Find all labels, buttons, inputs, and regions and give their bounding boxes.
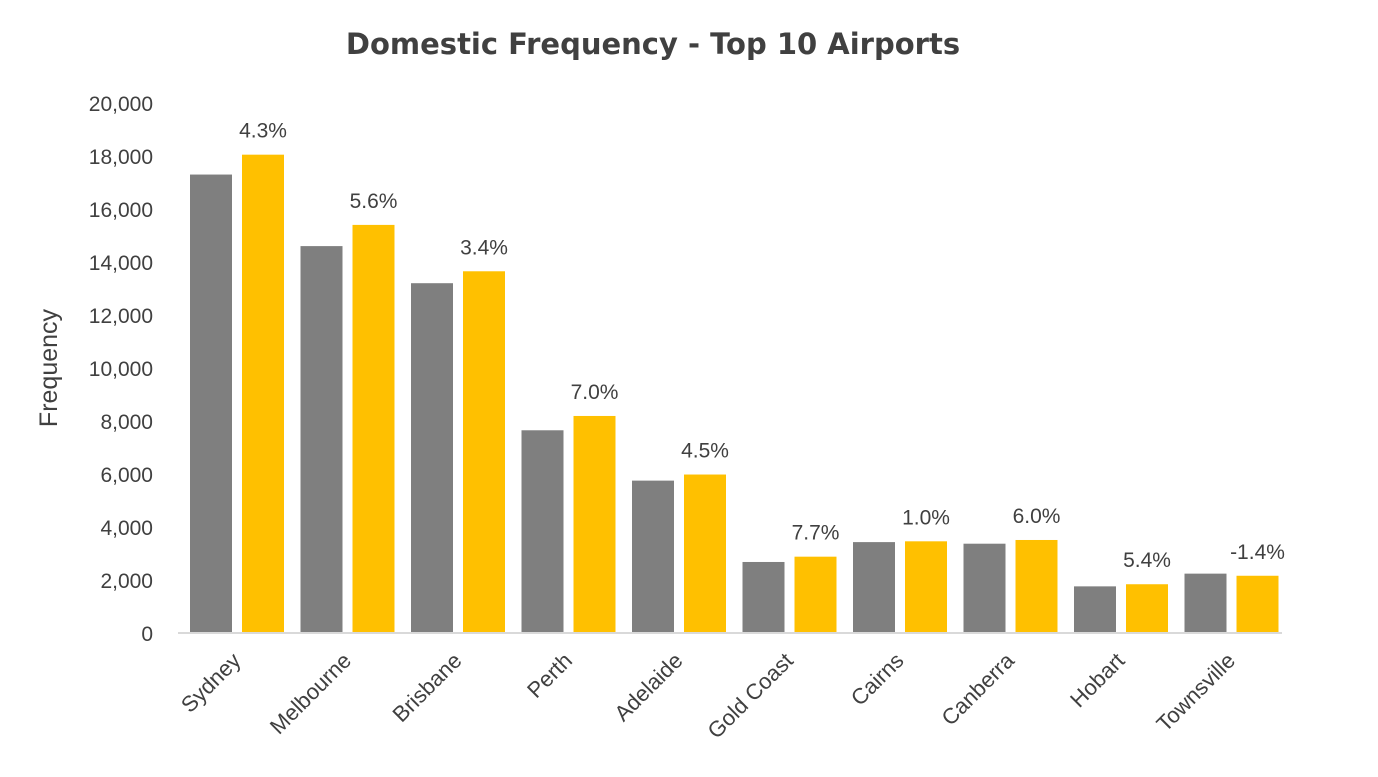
bar-previous [853,542,895,633]
x-tick-label: Adelaide [609,648,687,726]
percent-change-label: 3.4% [460,236,508,259]
y-tick-label: 10,000 [89,358,153,381]
x-tick-label: Brisbane [387,648,466,727]
y-tick-label: 0 [141,623,153,646]
bar-current [1236,575,1279,633]
x-tick-label: Perth [522,648,577,703]
percent-change-label: 1.0% [902,506,950,529]
bar-current [352,224,395,633]
bar-previous [1184,573,1227,633]
y-axis-label: Frequency [35,308,63,427]
bar-previous [411,283,453,633]
bars [190,154,1279,634]
bar-previous [632,480,674,633]
bar-current [794,556,837,633]
bar-previous [190,174,232,634]
y-tick-label: 8,000 [100,411,153,434]
bar-previous [300,246,343,633]
x-tick-label: Gold Coast [703,648,799,744]
bar-previous [521,430,564,633]
percent-change-label: 4.3% [239,120,287,143]
percent-change-labels: 4.3% 5.6% 3.4% 7.0% 4.5% 7.7% 1.0% 6.0% 5.4% -1.4… [239,120,1285,573]
x-tick-label: Hobart [1065,648,1129,712]
x-tick-label: Cairns [846,648,909,711]
y-tick-label: 6,000 [100,464,153,487]
y-axis-ticks: 0 2,000 4,000 6,000 8,000 10,000 12,000 14,000 1… [89,93,153,646]
x-axis-labels: Sydney Melbourne Brisbane Perth Adelaide Gold… [176,647,1240,743]
y-tick-label: 14,000 [89,252,153,275]
percent-change-label: 5.4% [1123,549,1171,572]
percent-change-label: 7.0% [571,381,619,404]
y-tick-label: 2,000 [100,570,153,593]
x-tick-label: Canberra [937,647,1020,730]
chart-title: Domestic Frequency - Top 10 Airports [346,27,960,61]
bar-previous [963,543,1006,633]
bar-current [242,154,284,634]
bar-current [573,415,616,633]
bar-previous [1074,586,1116,633]
bar-current [1015,539,1058,633]
x-tick-label: Melbourne [265,648,356,739]
bar-current [684,474,726,633]
percent-change-label: 5.6% [350,190,398,213]
y-tick-label: 12,000 [89,305,153,328]
bar-current [463,271,505,633]
y-tick-label: 16,000 [89,199,153,222]
x-tick-label: Sydney [176,648,246,718]
percent-change-label: 4.5% [681,440,729,463]
bar-current [1126,584,1168,633]
bar-previous [742,561,785,633]
y-tick-label: 20,000 [89,93,153,116]
x-tick-label: Townsville [1151,648,1240,737]
percent-change-label: 7.7% [792,522,840,545]
y-tick-label: 4,000 [100,517,153,540]
percent-change-label: -1.4% [1230,541,1285,564]
bar-current [905,541,947,633]
y-tick-label: 18,000 [89,146,153,169]
percent-change-label: 6.0% [1013,505,1061,528]
